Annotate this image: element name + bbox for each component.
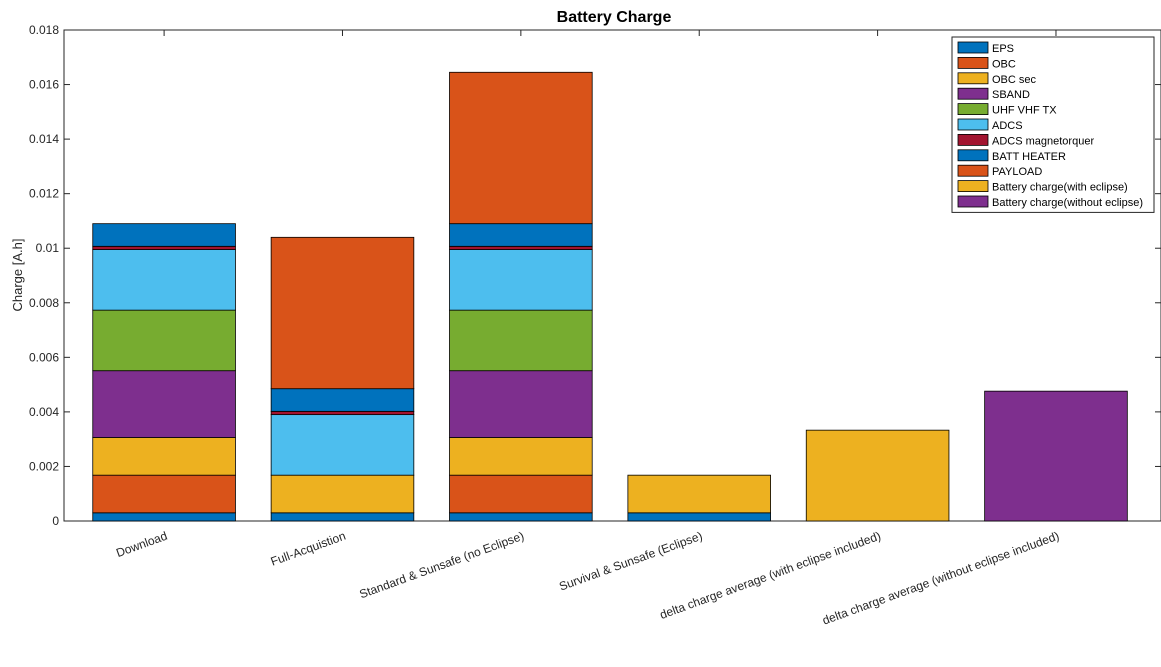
legend-swatch — [957, 103, 989, 115]
x-tick-label: Full-Acquistion — [269, 529, 348, 569]
bar-segment — [92, 512, 236, 522]
bar-segment — [270, 236, 415, 390]
legend-swatch — [957, 41, 989, 54]
legend-entry: EPS — [992, 43, 1014, 55]
bar-segment — [627, 474, 771, 514]
bar-segment — [449, 437, 593, 476]
bar-segment — [449, 370, 593, 438]
bar-segment — [805, 429, 950, 522]
legend: EPS OBC OBC sec SBAND UHF VHF TX ADCS ADCS mag… — [951, 36, 1155, 213]
bar-segment — [270, 474, 415, 514]
x-tick-label: Standard & Sunsafe (no Eclipse) — [357, 529, 525, 602]
bar-segment — [270, 410, 415, 416]
bar-segment — [270, 512, 415, 522]
bar-segment — [92, 249, 236, 311]
legend-swatch — [957, 118, 989, 131]
bar-segment — [92, 370, 236, 438]
legend-entry: OBC — [992, 58, 1016, 70]
bar-segment — [92, 474, 236, 514]
y-tick-label: 0 — [52, 514, 59, 528]
legend-swatch — [957, 149, 989, 162]
bar-segment — [449, 474, 593, 514]
y-tick-label: 0.012 — [29, 187, 59, 201]
legend-entry: OBC sec — [992, 74, 1037, 86]
bar-segment — [449, 245, 593, 250]
legend-swatch — [957, 133, 989, 146]
legend-entry: SBAND — [992, 89, 1030, 101]
legend-entry: BATT HEATER — [992, 151, 1066, 163]
x-tick-label: Survival & Sunsafe (Eclipse) — [557, 529, 704, 594]
bar-segment — [984, 390, 1128, 522]
y-tick-label: 0.014 — [29, 132, 59, 146]
legend-entry: ADCS — [992, 120, 1023, 132]
legend-entry: UHF VHF TX — [992, 105, 1057, 117]
y-tick-label: 0.016 — [29, 78, 59, 92]
bar-segment — [449, 223, 593, 247]
chart-title: Battery Charge — [557, 9, 672, 26]
bar-segment — [270, 388, 415, 412]
legend-swatch — [957, 72, 989, 85]
y-tick-label: 0.018 — [29, 23, 59, 37]
legend-entry: ADCS magnetorquer — [992, 135, 1094, 147]
legend-entry: Battery charge(without eclipse) — [992, 197, 1143, 209]
bar-segment — [92, 309, 236, 372]
legend-swatch — [957, 57, 989, 69]
bar-segment — [270, 414, 415, 476]
legend-swatch — [957, 87, 989, 100]
y-tick-label: 0.01 — [36, 241, 60, 255]
y-tick-label: 0.008 — [29, 296, 59, 310]
legend-entry: PAYLOAD — [992, 166, 1042, 178]
x-tick-label: Download — [114, 529, 169, 560]
bar-segment — [449, 249, 593, 311]
bar-segment — [449, 309, 593, 372]
bar-segment — [449, 71, 593, 225]
legend-swatch — [957, 164, 989, 177]
bar-segment — [92, 223, 236, 247]
y-tick-label: 0.004 — [29, 405, 59, 419]
y-tick-label: 0.002 — [29, 459, 59, 473]
bar-segment — [449, 512, 593, 522]
bar-segment — [92, 245, 236, 250]
bar-segment — [627, 512, 771, 522]
bar-segment — [92, 437, 236, 476]
y-tick-label: 0.006 — [29, 350, 59, 364]
legend-swatch — [957, 180, 989, 193]
y-axis-title: Charge [A.h] — [10, 239, 25, 312]
legend-entry: Battery charge(with eclipse) — [992, 182, 1128, 194]
legend-swatch — [957, 195, 989, 208]
